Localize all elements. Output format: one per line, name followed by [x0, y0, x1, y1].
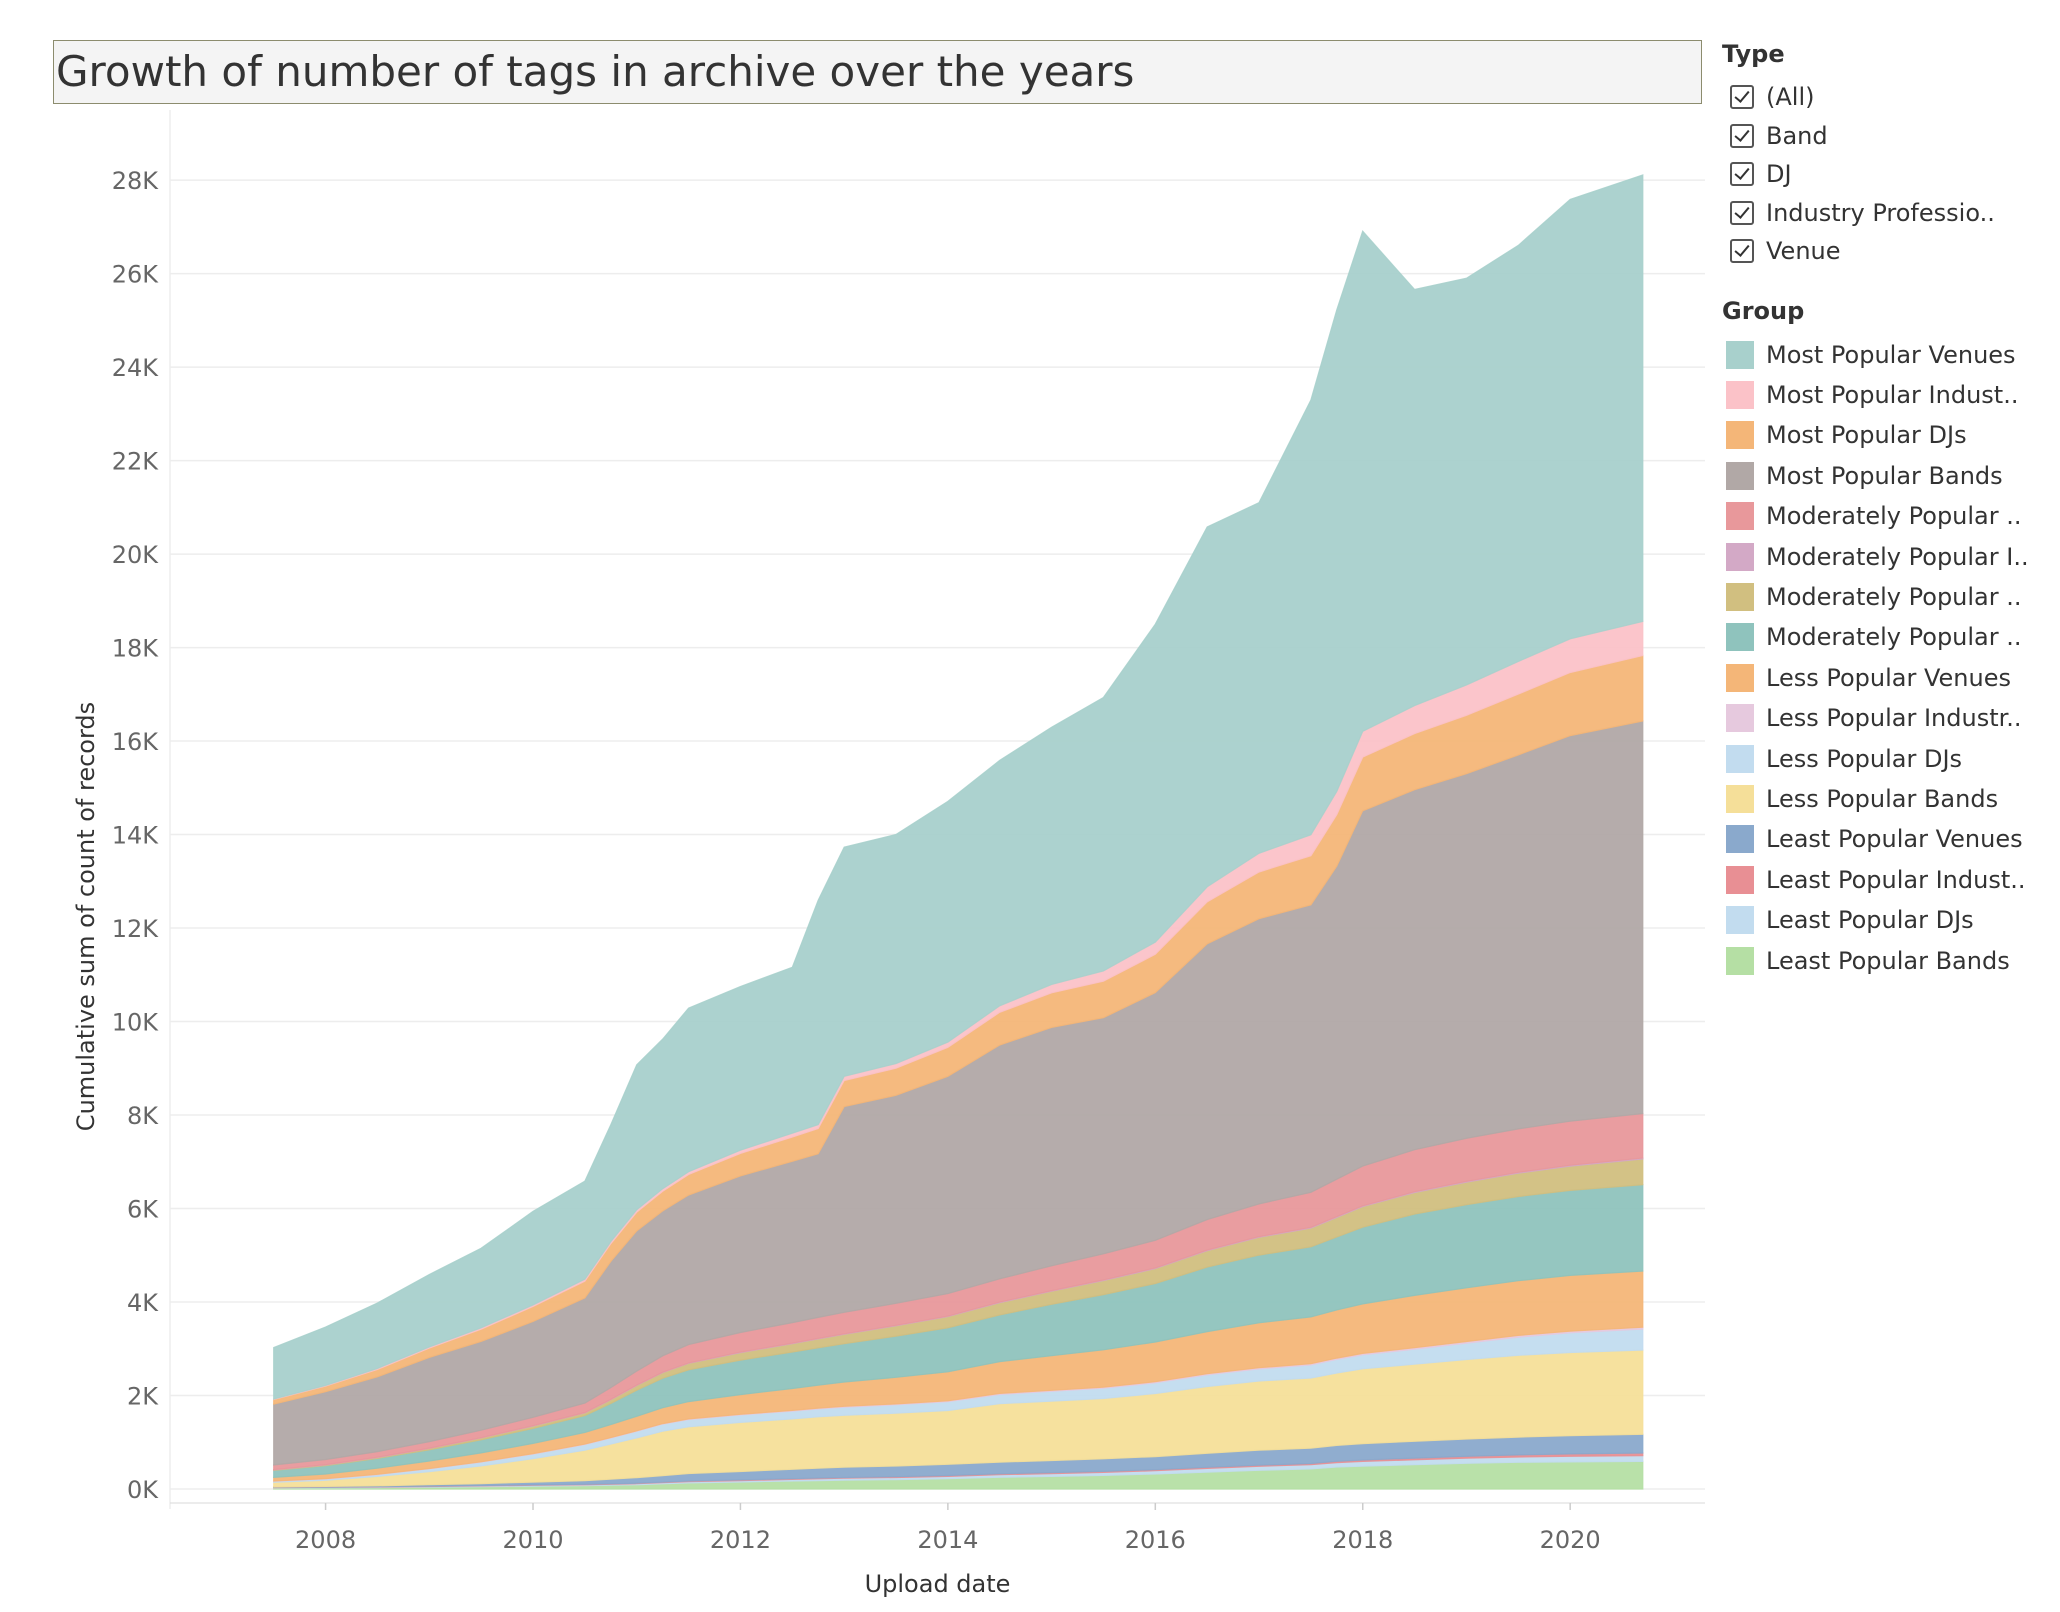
- y-tick-label: 20K: [112, 541, 160, 569]
- y-tick-label: 14K: [112, 822, 160, 850]
- x-axis-title: Upload date: [865, 1570, 1011, 1598]
- legend-label: Most Popular Venues: [1766, 340, 2016, 369]
- type-filter-label: Band: [1766, 121, 1828, 150]
- area-most-popular-venues: [273, 174, 1644, 1400]
- legend-swatch: [1726, 906, 1754, 935]
- y-tick-label: 24K: [112, 354, 160, 382]
- x-tick-label: 2010: [502, 1526, 563, 1554]
- legend-swatch: [1726, 542, 1754, 571]
- y-tick-label: 2K: [127, 1382, 159, 1410]
- legend-label: Least Popular Venues: [1766, 825, 2023, 854]
- chart-title: Growth of number of tags in archive over…: [56, 47, 1135, 96]
- legend-swatch: [1726, 784, 1754, 813]
- legend-label: Most Popular Bands: [1766, 461, 2003, 490]
- legend-label: Moderately Popular ..: [1766, 623, 2022, 652]
- x-tick-label: 2012: [710, 1526, 771, 1554]
- legend-swatch: [1726, 502, 1754, 531]
- legend-swatch: [1726, 704, 1754, 733]
- legend-label: Most Popular Indust..: [1766, 381, 2019, 410]
- type-filter-label: (All): [1766, 83, 1815, 112]
- legend-item[interactable]: Least Popular DJs: [1726, 900, 2053, 940]
- legend-item[interactable]: Less Popular Industr..: [1726, 698, 2053, 738]
- legend-swatch: [1726, 865, 1754, 894]
- legend-swatch: [1726, 825, 1754, 854]
- legend-item[interactable]: Most Popular Bands: [1726, 456, 2053, 496]
- type-filter-label: Industry Professio..: [1766, 198, 1995, 227]
- legend-item[interactable]: Most Popular Venues: [1726, 335, 2053, 375]
- legend-label: Least Popular DJs: [1766, 906, 1974, 935]
- y-tick-label: 26K: [112, 261, 160, 289]
- legend-label: Less Popular Bands: [1766, 784, 1999, 813]
- checkbox-checked-icon[interactable]: [1730, 239, 1754, 264]
- y-tick-label: 6K: [127, 1196, 159, 1224]
- legend-item[interactable]: Moderately Popular ..: [1726, 617, 2053, 657]
- legend-swatch: [1726, 381, 1754, 410]
- x-tick-label: 2020: [1540, 1526, 1601, 1554]
- y-tick-label: 0K: [127, 1476, 159, 1504]
- legend-item[interactable]: Less Popular Bands: [1726, 779, 2053, 819]
- legend-panel: Type (All) Band DJ Industry Professio.. Venu…: [1718, 40, 2053, 981]
- legend-swatch: [1726, 340, 1754, 369]
- y-axis-title: Cumulative sum of count of records: [72, 702, 100, 1131]
- legend-label: Less Popular DJs: [1766, 744, 1963, 773]
- type-filter-option[interactable]: Band: [1730, 117, 2053, 156]
- legend-swatch: [1726, 461, 1754, 490]
- x-tick-label: 2016: [1125, 1526, 1186, 1554]
- type-filter-option[interactable]: Venue: [1730, 232, 2053, 271]
- legend-item[interactable]: Most Popular Indust..: [1726, 375, 2053, 415]
- type-filter-heading: Type: [1722, 40, 1785, 68]
- y-tick-label: 10K: [112, 1009, 160, 1037]
- y-tick-label: 16K: [112, 728, 160, 756]
- legend-label: Moderately Popular ..: [1766, 502, 2022, 531]
- checkbox-checked-icon[interactable]: [1730, 85, 1754, 110]
- checkbox-checked-icon[interactable]: [1730, 200, 1754, 225]
- legend-item[interactable]: Less Popular Venues: [1726, 658, 2053, 698]
- legend-label: Least Popular Indust..: [1766, 865, 2026, 894]
- y-tick-label: 18K: [112, 635, 160, 663]
- y-tick-label: 8K: [127, 1102, 159, 1130]
- type-filter-label: DJ: [1766, 160, 1792, 189]
- legend-label: Least Popular Bands: [1766, 946, 2010, 975]
- legend-swatch: [1726, 663, 1754, 692]
- type-filter-option[interactable]: Industry Professio..: [1730, 194, 2053, 233]
- x-tick-label: 2008: [295, 1526, 356, 1554]
- legend-label: Moderately Popular ..: [1766, 583, 2022, 612]
- checkbox-checked-icon[interactable]: [1730, 123, 1754, 148]
- legend-swatch: [1726, 946, 1754, 975]
- legend-swatch: [1726, 744, 1754, 773]
- legend-item[interactable]: Least Popular Indust..: [1726, 860, 2053, 900]
- type-filter-list: (All) Band DJ Industry Professio.. Venue: [1718, 78, 2053, 271]
- type-filter-label: Venue: [1766, 237, 1841, 266]
- legend-swatch: [1726, 623, 1754, 652]
- checkbox-checked-icon[interactable]: [1730, 162, 1754, 187]
- legend-label: Most Popular DJs: [1766, 421, 1967, 450]
- legend-item[interactable]: Moderately Popular ..: [1726, 577, 2053, 617]
- y-tick-label: 22K: [112, 448, 160, 476]
- legend-swatch: [1726, 421, 1754, 450]
- legend-item[interactable]: Less Popular DJs: [1726, 738, 2053, 778]
- legend-swatch: [1726, 583, 1754, 612]
- legend-item[interactable]: Moderately Popular I..: [1726, 536, 2053, 576]
- x-tick-label: 2014: [917, 1526, 978, 1554]
- type-filter-option[interactable]: (All): [1730, 78, 2053, 117]
- type-filter-option[interactable]: DJ: [1730, 155, 2053, 194]
- y-tick-label: 12K: [112, 915, 160, 943]
- y-tick-label: 28K: [112, 167, 160, 195]
- legend-label: Moderately Popular I..: [1766, 542, 2029, 571]
- group-legend-heading: Group: [1722, 296, 1805, 325]
- legend-item[interactable]: Moderately Popular ..: [1726, 496, 2053, 536]
- legend-label: Less Popular Industr..: [1766, 704, 2022, 733]
- y-tick-label: 4K: [127, 1289, 159, 1317]
- legend-item[interactable]: Least Popular Bands: [1726, 940, 2053, 980]
- x-tick-label: 2018: [1332, 1526, 1393, 1554]
- group-legend-list: Most Popular Venues Most Popular Indust..…: [1718, 335, 2053, 981]
- legend-item[interactable]: Least Popular Venues: [1726, 819, 2053, 859]
- legend-item[interactable]: Most Popular DJs: [1726, 415, 2053, 455]
- legend-label: Less Popular Venues: [1766, 663, 2011, 692]
- chart-title-box: Growth of number of tags in archive over…: [53, 40, 1702, 104]
